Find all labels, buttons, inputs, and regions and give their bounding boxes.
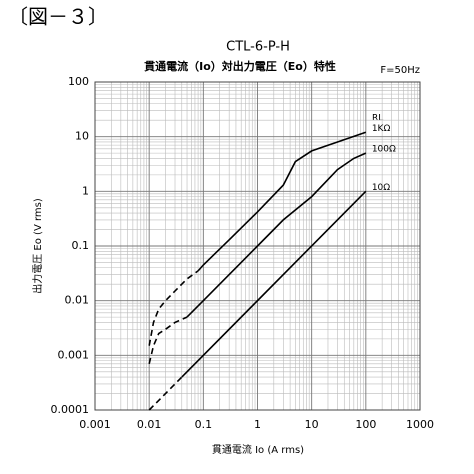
x-tick-label: 1 (254, 418, 261, 431)
annotation: F=50Hz (380, 65, 420, 76)
plot-frame (94, 81, 421, 411)
y-tick-label: 0.01 (65, 294, 90, 307)
curve-label: 1KΩ (372, 124, 391, 134)
x-tick-label: 100 (355, 418, 376, 431)
y-tick-label: 0.0001 (51, 403, 90, 416)
line (197, 131, 367, 272)
x-tick-label: 10 (305, 418, 319, 431)
x-axis-label: 貫通電流 Io (A rms) (212, 443, 304, 456)
x-tick-label: 1000 (406, 418, 434, 431)
curve-label: 10Ω (372, 183, 390, 193)
chart-title: CTL-6-P-H (226, 40, 290, 55)
line (181, 190, 367, 378)
y-tick-label: 0.1 (72, 239, 90, 252)
curve-label: 100Ω (372, 145, 396, 155)
header: 〔図－３〕 (8, 5, 108, 29)
line (186, 152, 367, 318)
x-tick-label: 0.01 (137, 418, 162, 431)
dashed-line (148, 270, 199, 346)
y-tick-label: 100 (68, 75, 89, 88)
dashed-line (148, 376, 183, 411)
dashed-line (148, 316, 188, 364)
y-tick-label: 1 (82, 184, 89, 197)
x-tick-label: 0.1 (195, 418, 213, 431)
y-tick-label: 10 (75, 130, 89, 143)
x-tick-label: 0.001 (79, 418, 111, 431)
y-axis-label: 出力電圧 Eo (V rms) (31, 198, 44, 294)
chart-subtitle: 貫通電流（Io）対出力電圧（Eo）特性 (144, 59, 336, 73)
y-tick-label: 0.001 (58, 348, 90, 361)
legend-title: RL (372, 114, 383, 124)
